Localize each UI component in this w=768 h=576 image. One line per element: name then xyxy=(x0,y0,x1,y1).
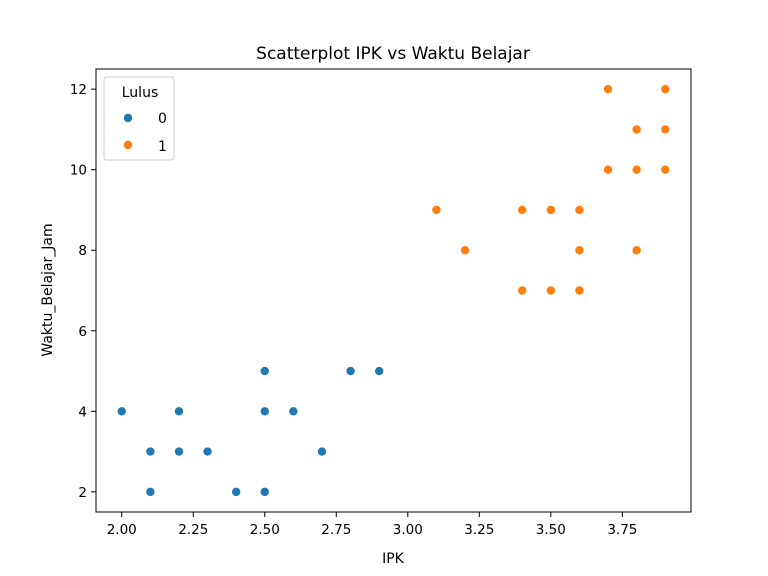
legend: Lulus 0 1 xyxy=(103,76,175,161)
chart-title: Scatterplot IPK vs Waktu Belajar xyxy=(256,44,530,64)
data-point-series-0 xyxy=(145,446,156,457)
plot-frame xyxy=(95,68,692,513)
x-tick-label: 3.00 xyxy=(393,522,423,538)
data-point-series-0 xyxy=(374,366,384,376)
legend-marker-1 xyxy=(123,140,133,150)
data-point-series-1 xyxy=(517,285,528,296)
data-point-series-1 xyxy=(574,285,585,296)
data-point-series-0 xyxy=(317,446,327,457)
y-axis-label: Waktu_Belajar_Jam xyxy=(40,223,56,356)
data-point-series-1 xyxy=(546,285,556,296)
x-tick-label: 2.25 xyxy=(178,522,208,538)
data-point-series-1 xyxy=(660,84,671,94)
legend-marker-0 xyxy=(123,113,133,123)
x-axis-ticks: 2.00 2.25 2.50 2.75 3.00 3.25 3.50 3.75 xyxy=(107,512,637,538)
legend-title: Lulus xyxy=(122,85,158,101)
legend-frame xyxy=(103,76,175,161)
data-point-series-1 xyxy=(631,124,642,135)
data-point-series-1 xyxy=(546,205,556,215)
data-point-series-1 xyxy=(603,84,613,94)
data-point-series-0 xyxy=(345,366,356,376)
y-tick-label: 12 xyxy=(70,82,87,98)
data-point-series-0 xyxy=(116,406,127,417)
data-point-series-0 xyxy=(174,406,184,417)
data-point-series-0 xyxy=(288,406,299,417)
data-points xyxy=(116,84,671,497)
y-tick-label: 2 xyxy=(78,485,87,501)
x-tick-label: 2.00 xyxy=(107,522,137,538)
data-point-series-0 xyxy=(145,487,156,497)
legend-label-1: 1 xyxy=(158,139,167,155)
y-tick-label: 6 xyxy=(78,324,87,340)
data-point-series-0 xyxy=(202,446,213,457)
data-point-series-1 xyxy=(460,245,470,256)
y-tick-label: 8 xyxy=(78,243,87,259)
y-tick-label: 10 xyxy=(70,163,87,179)
data-point-series-0 xyxy=(259,487,270,497)
data-point-series-1 xyxy=(631,245,642,256)
data-point-series-1 xyxy=(603,164,613,175)
x-axis-label: IPK xyxy=(382,551,405,567)
data-point-series-1 xyxy=(431,205,442,215)
x-tick-label: 2.50 xyxy=(250,522,280,538)
legend-label-0: 0 xyxy=(158,111,167,127)
data-point-series-1 xyxy=(574,205,585,215)
data-point-series-1 xyxy=(574,245,585,256)
x-tick-label: 2.75 xyxy=(321,522,351,538)
data-point-series-1 xyxy=(517,205,528,215)
data-point-series-0 xyxy=(174,446,184,457)
data-point-series-0 xyxy=(231,487,241,497)
data-point-series-1 xyxy=(660,164,671,175)
data-point-series-0 xyxy=(259,406,270,417)
y-tick-label: 4 xyxy=(78,404,87,420)
x-tick-label: 3.25 xyxy=(464,522,494,538)
x-tick-label: 3.50 xyxy=(536,522,566,538)
x-tick-label: 3.75 xyxy=(607,522,637,538)
y-axis-ticks: 2 4 6 8 10 12 xyxy=(70,82,96,501)
data-point-series-0 xyxy=(259,366,270,376)
data-point-series-1 xyxy=(631,164,642,175)
data-point-series-1 xyxy=(660,124,671,135)
